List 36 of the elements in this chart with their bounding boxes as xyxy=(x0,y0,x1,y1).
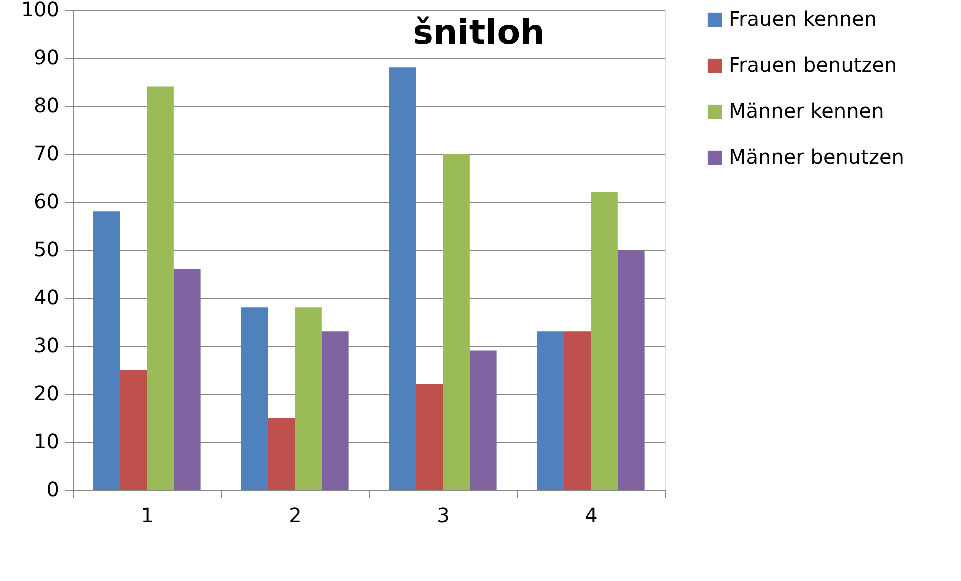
y-tick-label: 70 xyxy=(34,142,60,166)
bar xyxy=(241,308,268,490)
bar xyxy=(147,86,174,490)
y-tick-label: 30 xyxy=(34,334,60,358)
bar xyxy=(470,350,497,490)
bar xyxy=(174,269,201,490)
y-tick-label: 80 xyxy=(34,94,60,118)
y-tick-label: 0 xyxy=(46,478,60,502)
y-tick-label: 20 xyxy=(34,382,60,406)
chart-title: šnitloh xyxy=(413,13,545,53)
bar xyxy=(416,384,443,490)
y-tick-label: 10 xyxy=(34,430,60,454)
bar xyxy=(443,154,470,490)
bar xyxy=(389,68,416,490)
y-tick-label: 60 xyxy=(34,190,60,214)
legend-label: Männer kennen xyxy=(729,99,884,123)
x-tick-label: 1 xyxy=(141,504,154,528)
bar xyxy=(120,370,147,490)
y-tick-label: 40 xyxy=(34,286,60,310)
bar xyxy=(537,332,564,490)
legend-label: Frauen kennen xyxy=(729,7,878,31)
bar xyxy=(322,332,349,490)
legend-label: Männer benutzen xyxy=(729,145,904,169)
x-tick-label: 4 xyxy=(585,504,598,528)
x-tick-label: 3 xyxy=(437,504,450,528)
y-tick-label: 90 xyxy=(34,46,60,70)
y-tick-label: 100 xyxy=(21,0,60,22)
bar xyxy=(564,332,591,490)
bar xyxy=(295,308,322,490)
bar xyxy=(268,418,295,490)
legend-label: Frauen benutzen xyxy=(729,53,898,77)
bar xyxy=(618,250,645,490)
x-tick-label: 2 xyxy=(289,504,302,528)
bar xyxy=(591,192,618,490)
y-tick-label: 50 xyxy=(34,238,60,262)
bar xyxy=(93,212,120,490)
